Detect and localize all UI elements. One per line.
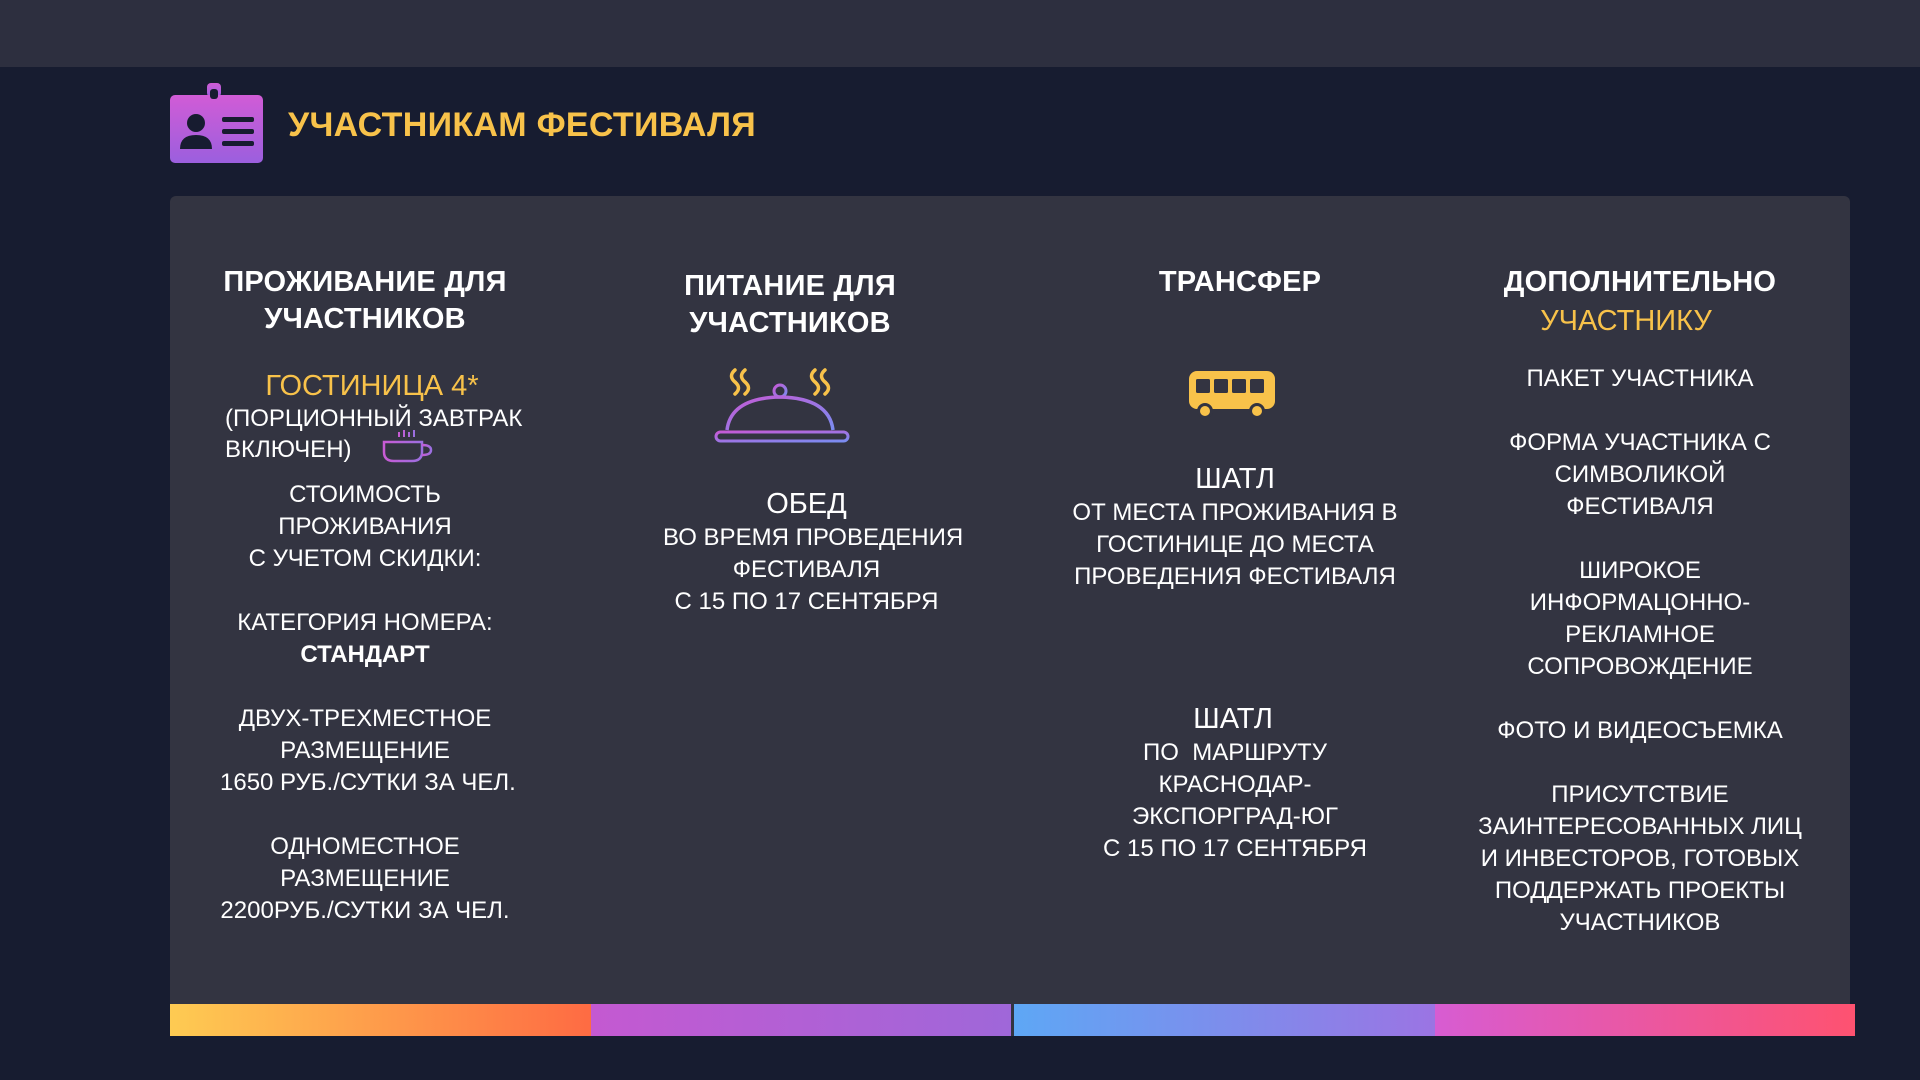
bar-segment-blue: [1011, 1004, 1435, 1036]
bus-icon: [1189, 371, 1275, 419]
extra-item: ФОТО И ВИДЕОСЪЕМКА: [1497, 717, 1783, 744]
bar-segment-pink: [1434, 1004, 1855, 1036]
shuttle-line: ПРОВЕДЕНИЯ ФЕСТИВАЛЯ: [1074, 563, 1396, 590]
food-heading: ПИТАНИЕ ДЛЯ УЧАСТНИКОВ: [684, 270, 896, 339]
extra-item: СИМВОЛИКОЙ: [1554, 461, 1726, 488]
shuttle-title: ШАТЛ: [1195, 463, 1275, 495]
meal-title: ОБЕД: [766, 488, 847, 520]
shuttle-line: ОТ МЕСТА ПРОЖИВАНИЯ В: [1072, 499, 1398, 526]
meal-line: С 15 ПО 17 СЕНТЯБРЯ: [674, 588, 939, 615]
transfer-column: ТРАНСФЕР ШАТЛ ОТ МЕСТА ПРОЖИВАНИЯ В ГОСТ…: [1060, 264, 1410, 865]
single-room-line: ОДНОМЕСТНОЕ: [270, 833, 460, 860]
extra-subheading: УЧАСТНИКУ: [1540, 305, 1712, 337]
shuttle-line: С 15 ПО 17 СЕНТЯБРЯ: [1102, 835, 1367, 862]
extra-heading: ДОПОЛНИТЕЛЬНО: [1503, 266, 1777, 298]
id-badge-icon: [170, 83, 263, 163]
extra-item: СОПРОВОЖДЕНИЕ: [1527, 653, 1753, 680]
shuttle-line: КРАСНОДАР-: [1158, 771, 1312, 798]
double-room-line: РАЗМЕЩЕНИЕ: [280, 737, 450, 764]
top-bar: [0, 0, 1920, 67]
shuttle-line: ПО МАРШРУТУ: [1143, 739, 1327, 766]
bar-segment-yellow: [170, 1004, 591, 1036]
extra-item: ПРИСУТСТВИЕ: [1551, 781, 1729, 808]
extra-item: ПОДДЕРЖАТЬ ПРОЕКТЫ: [1494, 877, 1786, 904]
coffee-cup-icon: [381, 430, 433, 465]
extra-item: ЗАИНТЕРЕСОВАННЫХ ЛИЦ: [1478, 813, 1802, 840]
color-bar: [170, 1004, 1855, 1036]
double-room-price: 1650 РУБ./СУТКИ ЗА ЧЕЛ.: [220, 769, 516, 796]
bar-segment-purple: [590, 1004, 1011, 1036]
shuttle-line: ЭКСПОРГРАД-ЮГ: [1132, 803, 1338, 830]
double-room-line: ДВУХ-ТРЕХМЕСТНОЕ: [238, 705, 492, 732]
extra-item: ФОРМА УЧАСТНИКА С: [1509, 429, 1771, 456]
single-room-line: РАЗМЕЩЕНИЕ: [280, 865, 450, 892]
accommodation-column: ПРОЖИВАНИЕ ДЛЯ УЧАСТНИКОВ ГОСТИНИЦА 4* (…: [220, 264, 523, 927]
shuttle-line: ГОСТИНИЦЕ ДО МЕСТА: [1096, 531, 1374, 558]
cost-line: СТОИМОСТЬ: [289, 481, 441, 508]
extra-item: ФЕСТИВАЛЯ: [1566, 493, 1714, 520]
cost-line: С УЧЕТОМ СКИДКИ:: [248, 545, 482, 572]
info-panel: ПРОЖИВАНИЕ ДЛЯ УЧАСТНИКОВ ГОСТИНИЦА 4* (…: [170, 196, 1850, 1036]
extra-item: УЧАСТНИКОВ: [1559, 909, 1721, 936]
page-title: УЧАСТНИКАМ ФЕСТИВАЛЯ: [288, 106, 757, 144]
transfer-heading: ТРАНСФЕР: [1158, 266, 1322, 298]
extra-item: ШИРОКОЕ: [1579, 557, 1701, 584]
hotel-label: ГОСТИНИЦА 4*: [265, 370, 479, 402]
extra-item: РЕКЛАМНОЕ: [1565, 621, 1715, 648]
breakfast-line: (ПОРЦИОННЫЙ ЗАВТРАК: [225, 405, 523, 432]
food-column: ПИТАНИЕ ДЛЯ УЧАСТНИКОВ ОБЕД ВО ВРЕМЯ ПРО…: [650, 268, 964, 618]
accommodation-heading: ПРОЖИВАНИЕ ДЛЯ УЧАСТНИКОВ: [223, 266, 507, 335]
meal-line: ВО ВРЕМЯ ПРОВЕДЕНИЯ: [663, 524, 964, 551]
extra-column: ДОПОЛНИТЕЛЬНО УЧАСТНИКУ ПАКЕТ УЧАСТНИКА …: [1470, 264, 1810, 939]
extra-item: ПАКЕТ УЧАСТНИКА: [1526, 365, 1754, 392]
meal-line: ФЕСТИВАЛЯ: [732, 556, 881, 583]
category-value: СТАНДАРТ: [300, 641, 430, 668]
category-label: КАТЕГОРИЯ НОМЕРА:: [237, 609, 493, 636]
serving-cloche-icon: [714, 368, 850, 443]
extra-item: И ИНВЕСТОРОВ, ГОТОВЫХ: [1480, 845, 1800, 872]
breakfast-line: ВКЛЮЧЕН): [225, 430, 510, 465]
extra-item: ИНФОРМАЦОННО-: [1529, 589, 1751, 616]
shuttle-title: ШАТЛ: [1193, 703, 1273, 735]
single-room-price: 2200РУБ./СУТКИ ЗА ЧЕЛ.: [220, 897, 510, 924]
cost-line: ПРОЖИВАНИЯ: [278, 513, 452, 540]
